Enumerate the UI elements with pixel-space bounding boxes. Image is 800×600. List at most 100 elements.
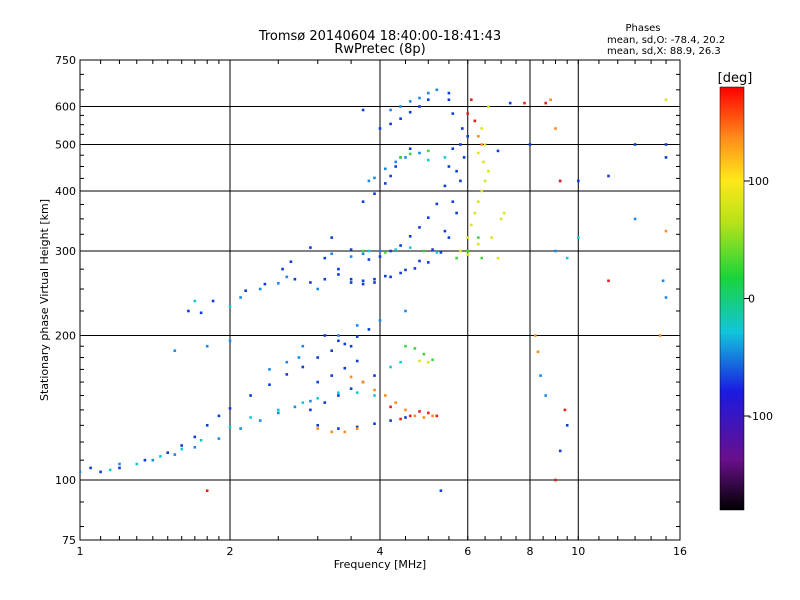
data-point bbox=[343, 366, 347, 370]
data-point bbox=[330, 252, 333, 256]
data-point bbox=[404, 156, 407, 159]
data-point bbox=[496, 149, 500, 153]
colorbar-tick-label: 0 bbox=[748, 293, 755, 306]
data-point bbox=[477, 200, 480, 203]
data-point bbox=[285, 275, 289, 279]
data-point bbox=[496, 256, 500, 260]
data-point bbox=[480, 256, 483, 260]
data-point bbox=[389, 249, 392, 253]
data-point bbox=[330, 430, 333, 434]
data-point bbox=[483, 179, 487, 183]
data-point bbox=[373, 374, 376, 377]
data-point bbox=[523, 101, 526, 105]
data-point bbox=[466, 112, 469, 115]
data-point bbox=[89, 466, 92, 470]
y-tick-labels: 75 100 200 300 400 500 600 750 bbox=[55, 54, 76, 547]
data-point bbox=[373, 422, 376, 425]
data-point bbox=[431, 248, 434, 251]
data-point bbox=[427, 149, 430, 153]
data-point bbox=[361, 252, 365, 256]
data-point bbox=[361, 200, 365, 203]
data-point bbox=[384, 167, 387, 171]
data-point bbox=[399, 117, 402, 120]
data-point bbox=[193, 446, 197, 449]
data-point bbox=[418, 151, 421, 155]
data-point bbox=[297, 356, 301, 359]
data-point bbox=[373, 388, 376, 392]
data-point bbox=[661, 279, 665, 283]
data-point bbox=[480, 127, 483, 130]
data-point bbox=[199, 439, 203, 442]
data-point bbox=[427, 158, 430, 162]
data-point bbox=[373, 176, 376, 180]
data-point bbox=[470, 98, 473, 101]
data-point bbox=[459, 179, 462, 183]
data-point bbox=[480, 189, 483, 193]
data-point bbox=[447, 98, 451, 101]
data-point bbox=[435, 88, 439, 92]
data-point bbox=[418, 105, 421, 108]
data-point bbox=[349, 255, 353, 258]
data-point bbox=[349, 277, 353, 281]
data-point bbox=[408, 235, 412, 238]
data-point bbox=[301, 401, 305, 404]
y-tick-label: 200 bbox=[55, 330, 76, 343]
data-point bbox=[466, 253, 469, 256]
data-point bbox=[249, 416, 252, 419]
data-point bbox=[408, 147, 412, 150]
data-point bbox=[490, 236, 493, 239]
data-point bbox=[389, 405, 392, 409]
data-point bbox=[301, 344, 305, 348]
data-point bbox=[459, 143, 462, 146]
data-point bbox=[99, 470, 102, 474]
data-point bbox=[404, 268, 407, 272]
data-point bbox=[173, 349, 177, 352]
data-point bbox=[408, 110, 412, 114]
data-point bbox=[455, 169, 458, 173]
data-point bbox=[473, 211, 477, 215]
phases-line-o: mean, sd,O: -78.4, 20.2 bbox=[607, 35, 725, 46]
data-point bbox=[228, 407, 232, 410]
data-point bbox=[316, 380, 319, 384]
data-point bbox=[323, 334, 327, 337]
data-point bbox=[427, 91, 430, 95]
data-point bbox=[439, 489, 443, 492]
y-tick-label: 600 bbox=[55, 101, 76, 114]
data-point bbox=[664, 229, 668, 233]
data-point bbox=[404, 309, 407, 313]
data-point bbox=[349, 344, 353, 348]
data-point bbox=[309, 281, 312, 284]
data-point bbox=[394, 401, 397, 404]
data-point bbox=[355, 391, 359, 394]
data-point bbox=[285, 373, 289, 376]
data-point bbox=[554, 127, 557, 130]
data-point bbox=[159, 455, 162, 458]
data-point bbox=[408, 100, 412, 103]
data-point bbox=[316, 424, 319, 427]
data-point bbox=[443, 184, 447, 188]
data-point bbox=[399, 271, 402, 275]
data-point bbox=[418, 359, 421, 363]
data-point bbox=[349, 387, 353, 390]
data-point bbox=[217, 437, 221, 440]
data-point bbox=[482, 160, 485, 164]
x-tick-labels: 1 2 4 6 8 10 16 bbox=[77, 545, 688, 558]
data-point bbox=[404, 344, 407, 348]
data-point bbox=[289, 260, 293, 263]
data-point bbox=[422, 352, 426, 356]
data-point bbox=[228, 305, 232, 308]
data-point bbox=[316, 287, 319, 291]
data-point bbox=[384, 274, 387, 278]
data-point bbox=[404, 408, 407, 412]
data-point bbox=[554, 478, 557, 482]
x-tick-label: 4 bbox=[377, 545, 384, 558]
data-point bbox=[199, 311, 203, 315]
data-point bbox=[577, 236, 580, 239]
phases-title: Phases bbox=[625, 23, 660, 34]
data-point bbox=[565, 256, 569, 260]
minor-ticks bbox=[80, 60, 680, 540]
data-point bbox=[431, 358, 434, 362]
data-point bbox=[337, 339, 340, 343]
data-point bbox=[563, 408, 567, 412]
data-point bbox=[389, 108, 392, 112]
